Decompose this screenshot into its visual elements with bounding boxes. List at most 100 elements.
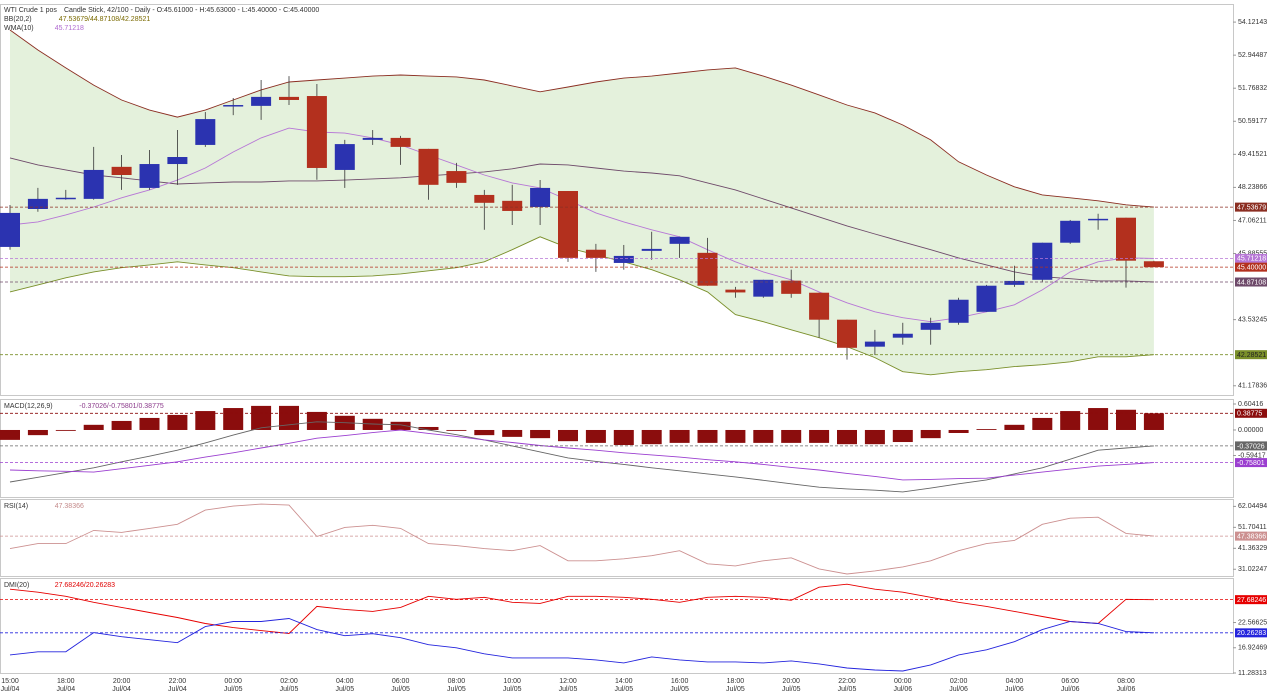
last-value-label: 44.87108	[1237, 279, 1266, 286]
indicator-line	[9, 503, 1154, 575]
indicator-value: 47.38366	[55, 503, 84, 510]
histogram-bar	[111, 420, 132, 430]
y-tick-label: 51.70411	[1238, 524, 1267, 531]
x-tick-label: 16:00	[671, 678, 689, 685]
histogram-bar	[1088, 408, 1109, 430]
histogram-bar	[585, 429, 606, 443]
candle-body	[976, 285, 997, 312]
x-tick-date: Jul/05	[280, 686, 299, 693]
histogram-bar	[558, 429, 578, 442]
y-tick-label: 41.17836	[1238, 383, 1267, 390]
x-tick-date: Jul/05	[447, 686, 466, 693]
indicator-line	[9, 421, 1154, 493]
candle-body	[641, 248, 662, 251]
candle-body	[446, 171, 467, 183]
x-tick-date: Jul/05	[391, 686, 410, 693]
last-value-box	[1235, 277, 1267, 287]
x-tick-label: 06:00	[392, 678, 410, 685]
histogram-bar	[418, 426, 439, 430]
y-tick-label: 47.06211	[1238, 217, 1267, 224]
candle-body	[1032, 242, 1053, 280]
histogram-bar	[781, 429, 802, 443]
candle-body	[809, 292, 830, 320]
candle-body	[0, 212, 20, 247]
candle-body	[83, 169, 104, 199]
dmi-panel	[0, 578, 1234, 674]
histogram-bar	[27, 429, 48, 436]
histogram-bar	[1032, 417, 1053, 430]
x-tick-date: Jul/04	[168, 686, 187, 693]
last-value-box	[1235, 408, 1267, 418]
y-tick-label: 22.56625	[1238, 619, 1267, 626]
candle-body	[1088, 218, 1109, 221]
x-tick-label: 00:00	[894, 678, 912, 685]
last-value-label: 45.71218	[1237, 256, 1266, 263]
histogram-bar	[251, 405, 272, 430]
indicator-label: DMI(20)	[4, 582, 29, 589]
x-tick-date: Jul/05	[782, 686, 801, 693]
histogram-bar	[864, 429, 885, 445]
histogram-bar	[279, 405, 299, 430]
y-tick-label: 62.04494	[1238, 503, 1267, 510]
candle-body	[558, 191, 578, 258]
x-tick-date: Jul/05	[670, 686, 689, 693]
x-tick-date: Jul/04	[1, 686, 20, 693]
last-value-box	[1235, 628, 1267, 638]
x-tick-label: 04:00	[1006, 678, 1024, 685]
candle-body	[920, 322, 941, 330]
last-value-label: -0.75801	[1237, 460, 1265, 467]
x-tick-label: 15:00	[1, 678, 19, 685]
x-tick-date: Jul/05	[335, 686, 354, 693]
candle-body	[251, 96, 272, 106]
y-tick-label: 43.53245	[1238, 316, 1267, 323]
x-tick-label: 14:00	[615, 678, 633, 685]
candle-body	[27, 198, 48, 209]
last-value-box	[1235, 458, 1267, 468]
histogram-bar	[613, 429, 634, 446]
candle-body	[725, 289, 746, 293]
x-tick-label: 08:00	[1117, 678, 1135, 685]
candle-body	[669, 236, 690, 244]
candle-body	[474, 194, 495, 203]
y-tick-label: 0.00000	[1238, 427, 1263, 434]
y-tick-label: 31.02247	[1238, 566, 1267, 573]
histogram-bar	[446, 429, 467, 431]
histogram-bar	[83, 424, 104, 430]
indicator-line	[9, 618, 1154, 672]
candle-body	[223, 105, 244, 107]
y-tick-label: 51.76832	[1238, 85, 1267, 92]
indicator-label: BB(20,2)	[4, 16, 32, 23]
candle-body	[306, 96, 327, 168]
candle-body	[334, 144, 355, 170]
x-tick-label: 10:00	[503, 678, 521, 685]
indicator-label: WMA(10)	[4, 25, 34, 32]
candle-body	[502, 200, 523, 211]
y-tick-label: 11.28313	[1238, 670, 1267, 677]
y-tick-label: 49.41521	[1238, 151, 1267, 158]
y-tick-label: 52.94487	[1238, 52, 1267, 59]
candle-body	[585, 249, 606, 258]
last-value-box	[1235, 441, 1267, 451]
y-tick-label: 45.88555	[1238, 250, 1267, 257]
histogram-bar	[669, 429, 690, 443]
candle-body	[390, 137, 411, 147]
candle-body	[418, 148, 439, 185]
histogram-bar	[502, 429, 523, 437]
indicator-value: 27.68246/20.26283	[55, 582, 115, 589]
x-tick-label: 18:00	[727, 678, 745, 685]
last-value-label: 45.40000	[1237, 264, 1266, 271]
x-tick-label: 20:00	[113, 678, 131, 685]
x-tick-date: Jul/06	[1117, 686, 1136, 693]
histogram-bar	[920, 429, 941, 439]
histogram-bar	[753, 429, 774, 443]
overlay-line	[9, 29, 1154, 208]
histogram-bar	[390, 421, 411, 430]
indicator-label: MACD(12,26,9)	[4, 403, 53, 410]
histogram-bar	[1143, 413, 1164, 430]
last-value-label: -0.37026	[1237, 443, 1265, 450]
x-tick-date: Jul/04	[56, 686, 75, 693]
histogram-bar	[530, 429, 551, 439]
x-tick-label: 12:00	[559, 678, 577, 685]
y-tick-label: -0.59417	[1238, 452, 1266, 459]
